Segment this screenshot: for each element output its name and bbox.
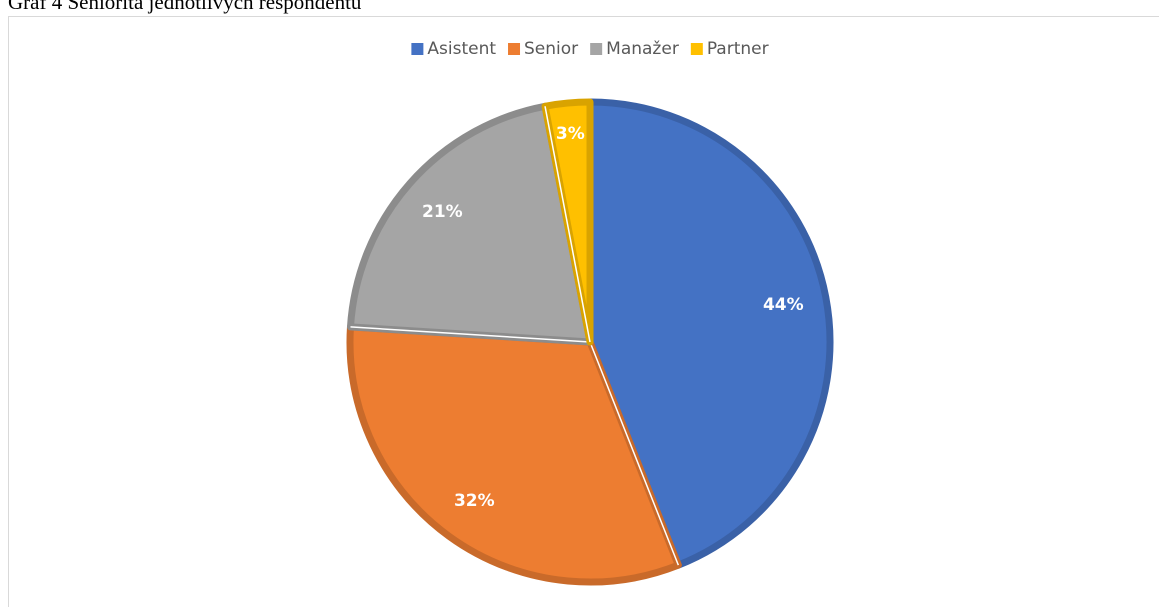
slice-gap (350, 326, 591, 343)
legend-swatch (690, 43, 703, 55)
slice-gap (544, 106, 591, 343)
caption: Graf 4 Seniorita jednotlivých respondent… (8, 0, 362, 14)
legend-label: Asistent (427, 39, 496, 59)
legend-swatch (590, 43, 603, 55)
legend-swatch (508, 43, 521, 55)
pie-slice (586, 98, 834, 569)
data-label: 3% (556, 124, 585, 144)
slice-gap (589, 341, 680, 566)
data-label: 32% (454, 491, 495, 511)
data-label: 21% (422, 202, 463, 222)
legend-label: Partner (707, 39, 769, 59)
pie-slice (346, 102, 594, 346)
pie-slice (346, 323, 682, 586)
legend-swatch (411, 43, 424, 55)
legend-label: Manažer (606, 39, 679, 59)
data-label: 44% (763, 295, 804, 315)
legend-label: Senior (524, 39, 578, 59)
